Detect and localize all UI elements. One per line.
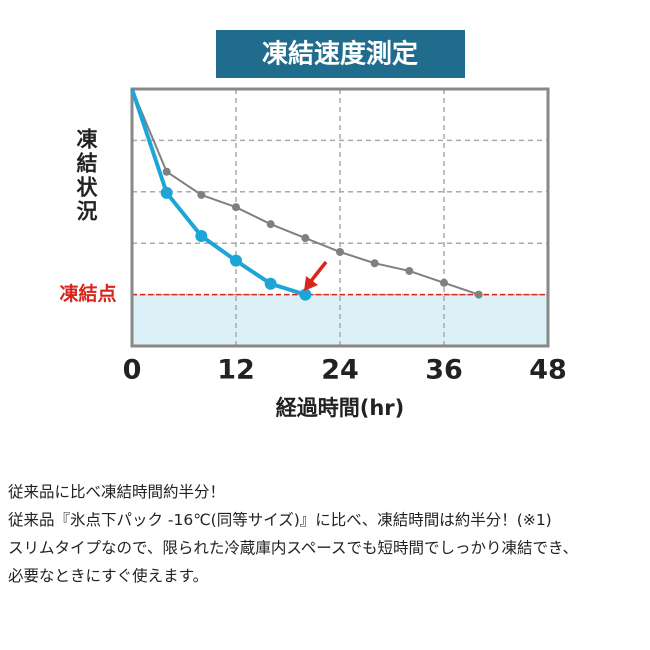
series-line — [130, 88, 306, 297]
x-axis-label: 経過時間(hr) — [276, 396, 405, 420]
title-box — [216, 30, 465, 78]
data-point — [162, 167, 171, 176]
description-line: 従来品に比べ凍結時間約半分！ — [8, 483, 226, 501]
x-tick-label: 0 — [123, 355, 142, 386]
data-point — [440, 278, 448, 287]
data-point — [160, 186, 173, 199]
arrow — [309, 260, 328, 283]
data-point — [232, 203, 240, 212]
data-point — [299, 288, 312, 301]
x-tick-label: 24 — [321, 355, 359, 386]
x-tick-label: 36 — [425, 355, 463, 386]
data-point — [197, 190, 206, 199]
data-point — [266, 220, 275, 229]
description-line: スリムタイプなので、限られた冷蔵庫内スペースでも短時間でしっかり凍結でき、 — [8, 539, 578, 557]
data-point — [336, 247, 344, 256]
arrow-head — [304, 276, 318, 291]
frozen-zone — [132, 294, 548, 346]
data-point — [474, 290, 483, 299]
data-point — [301, 234, 310, 243]
plot-frame — [130, 87, 550, 348]
chart: 凍結速度測定 経過時間(hr) 0 12 24 36 48 凍結点 凍結状況 — [59, 30, 567, 420]
description-line: 従来品『氷点下パック -16℃(同等サイズ)』に比べ、凍結時間は約半分！(※1) — [8, 511, 552, 529]
y-axis-label: 凍結状況 — [74, 128, 98, 224]
data-point — [370, 259, 379, 268]
description: 従来品に比べ凍結時間約半分！ 従来品『氷点下パック -16℃(同等サイズ)』に比べ… — [8, 478, 578, 590]
data-point — [195, 230, 208, 243]
x-tick-label: 12 — [217, 355, 255, 386]
x-tick-label: 48 — [529, 355, 567, 386]
data-point — [264, 277, 277, 290]
description-line: 必要なときにすぐ使えます。 — [8, 567, 209, 585]
data-point — [230, 254, 242, 267]
freeze-label: 凍結点 — [59, 282, 116, 305]
data-point — [405, 266, 414, 275]
chart-title: 凍結速度測定 — [262, 39, 418, 70]
